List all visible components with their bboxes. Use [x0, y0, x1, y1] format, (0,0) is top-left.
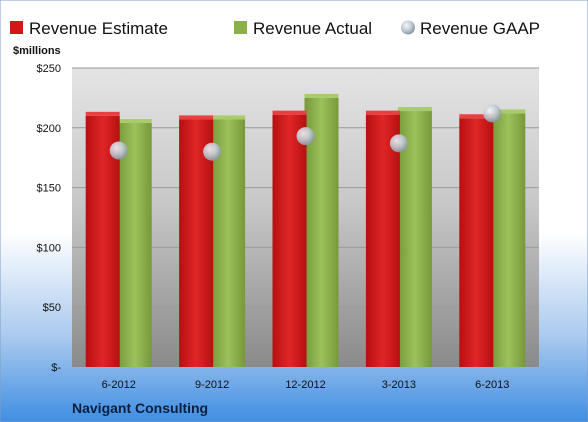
y-tick-label: $250 [37, 63, 61, 75]
bar-top-revenue-actual [211, 115, 246, 120]
x-tick-label: 6-2012 [102, 379, 136, 391]
bar-top-revenue-actual [304, 93, 339, 98]
bar-revenue-estimate [459, 118, 494, 368]
bar-revenue-actual [397, 111, 432, 367]
bar-top-revenue-estimate [459, 114, 494, 119]
bars [85, 93, 526, 368]
legend-swatch-gaap [401, 20, 415, 35]
legend-item-estimate: Revenue Estimate [10, 19, 168, 38]
bar-revenue-actual [211, 119, 246, 367]
point-revenue-gaap [296, 127, 315, 146]
legend-label-gaap: Revenue GAAP [420, 19, 540, 38]
bar-top-revenue-estimate [179, 115, 214, 120]
company-label: Navigant Consulting [72, 400, 208, 416]
x-tick-label: 3-2013 [382, 379, 416, 391]
y-tick-label: $- [51, 362, 61, 374]
bar-top-revenue-actual [117, 119, 152, 124]
bar-top-revenue-estimate [85, 111, 120, 116]
x-tick-label: 12-2012 [285, 379, 325, 391]
legend: Revenue Estimate Revenue Actual Revenue … [10, 19, 540, 38]
legend-item-actual: Revenue Actual [234, 19, 372, 38]
y-tick-label: $200 [37, 123, 61, 135]
legend-swatch-actual [234, 21, 247, 34]
bar-top-revenue-estimate [272, 110, 307, 115]
bar-revenue-actual [491, 113, 526, 367]
y-unit-label: $millions [13, 45, 61, 57]
bar-revenue-estimate [365, 114, 400, 367]
bar-revenue-estimate [272, 114, 307, 367]
legend-label-estimate: Revenue Estimate [29, 19, 168, 38]
bar-top-revenue-actual [491, 109, 526, 114]
bar-revenue-estimate [179, 119, 214, 367]
y-tick-label: $50 [43, 302, 61, 314]
x-tick-label: 9-2012 [195, 379, 229, 391]
legend-item-gaap: Revenue GAAP [401, 19, 540, 38]
y-tick-label: $100 [37, 242, 61, 254]
gaap-points [109, 104, 502, 161]
x-tick-label: 6-2013 [475, 379, 509, 391]
y-tick-label: $150 [37, 183, 61, 195]
x-axis-ticks: 6-2012 9-2012 12-2012 3-2013 6-2013 [102, 379, 510, 391]
y-axis-ticks: $- $50 $100 $150 $200 $250 [37, 63, 62, 374]
point-revenue-gaap [109, 141, 128, 160]
point-revenue-gaap [203, 142, 222, 161]
point-revenue-gaap [483, 104, 502, 123]
bar-top-revenue-actual [397, 107, 432, 112]
legend-label-actual: Revenue Actual [253, 19, 372, 38]
bar-top-revenue-estimate [365, 110, 400, 115]
legend-swatch-estimate [10, 21, 23, 34]
bar-revenue-actual [117, 123, 152, 368]
point-revenue-gaap [389, 134, 408, 153]
